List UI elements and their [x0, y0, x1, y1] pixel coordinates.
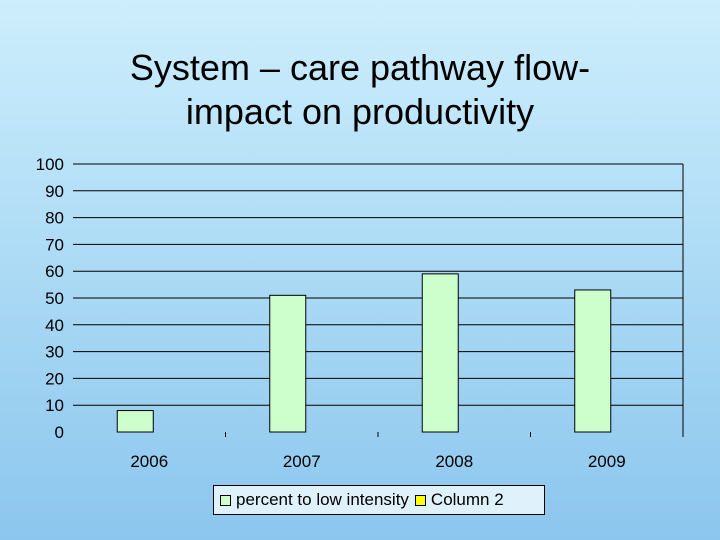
legend-swatch-series-1 — [220, 494, 231, 506]
y-tick-label-70: 70 — [45, 235, 64, 254]
bar-2009 — [574, 289, 612, 433]
y-tick-label-60: 60 — [45, 262, 64, 281]
y-tick-label-50: 50 — [45, 289, 64, 308]
y-axis-ticks: 0 10 20 30 40 50 60 70 80 90 100 — [36, 155, 64, 442]
y-tick-label-10: 10 — [45, 396, 64, 415]
legend-swatch-series-2 — [414, 494, 426, 506]
x-tick-label-2007: 2007 — [283, 452, 321, 471]
y-tick-label-100: 100 — [36, 155, 64, 174]
bar-2007 — [269, 294, 307, 433]
legend-label-series-2: Column 2 — [430, 490, 504, 509]
y-tick-label-0: 0 — [55, 423, 64, 442]
x-tick-label-2009: 2009 — [588, 452, 626, 471]
x-tick-label-2008: 2008 — [435, 452, 473, 471]
y-tick-label-30: 30 — [45, 343, 64, 362]
slide-title: System – care pathway flow- impact on pr… — [0, 46, 720, 134]
y-tick-label-20: 20 — [45, 369, 64, 388]
x-axis-ticks: 2006 2007 2008 2009 — [130, 432, 626, 471]
bars — [116, 273, 612, 433]
y-tick-label-40: 40 — [45, 316, 64, 335]
y-tick-label-90: 90 — [45, 182, 64, 201]
bar-2006 — [116, 410, 154, 433]
legend: percent to low intensity Column 2 — [213, 485, 545, 515]
legend-item-series-1: percent to low intensity — [220, 490, 409, 510]
legend-item-series-2: Column 2 — [414, 490, 504, 510]
title-line-2: impact on productivity — [185, 91, 535, 132]
legend-label-series-1: percent to low intensity — [236, 490, 409, 509]
title-line-1: System – care pathway flow- — [129, 47, 591, 88]
bar-2008 — [421, 273, 459, 433]
y-tick-label-80: 80 — [45, 209, 64, 228]
x-tick-label-2006: 2006 — [130, 452, 168, 471]
